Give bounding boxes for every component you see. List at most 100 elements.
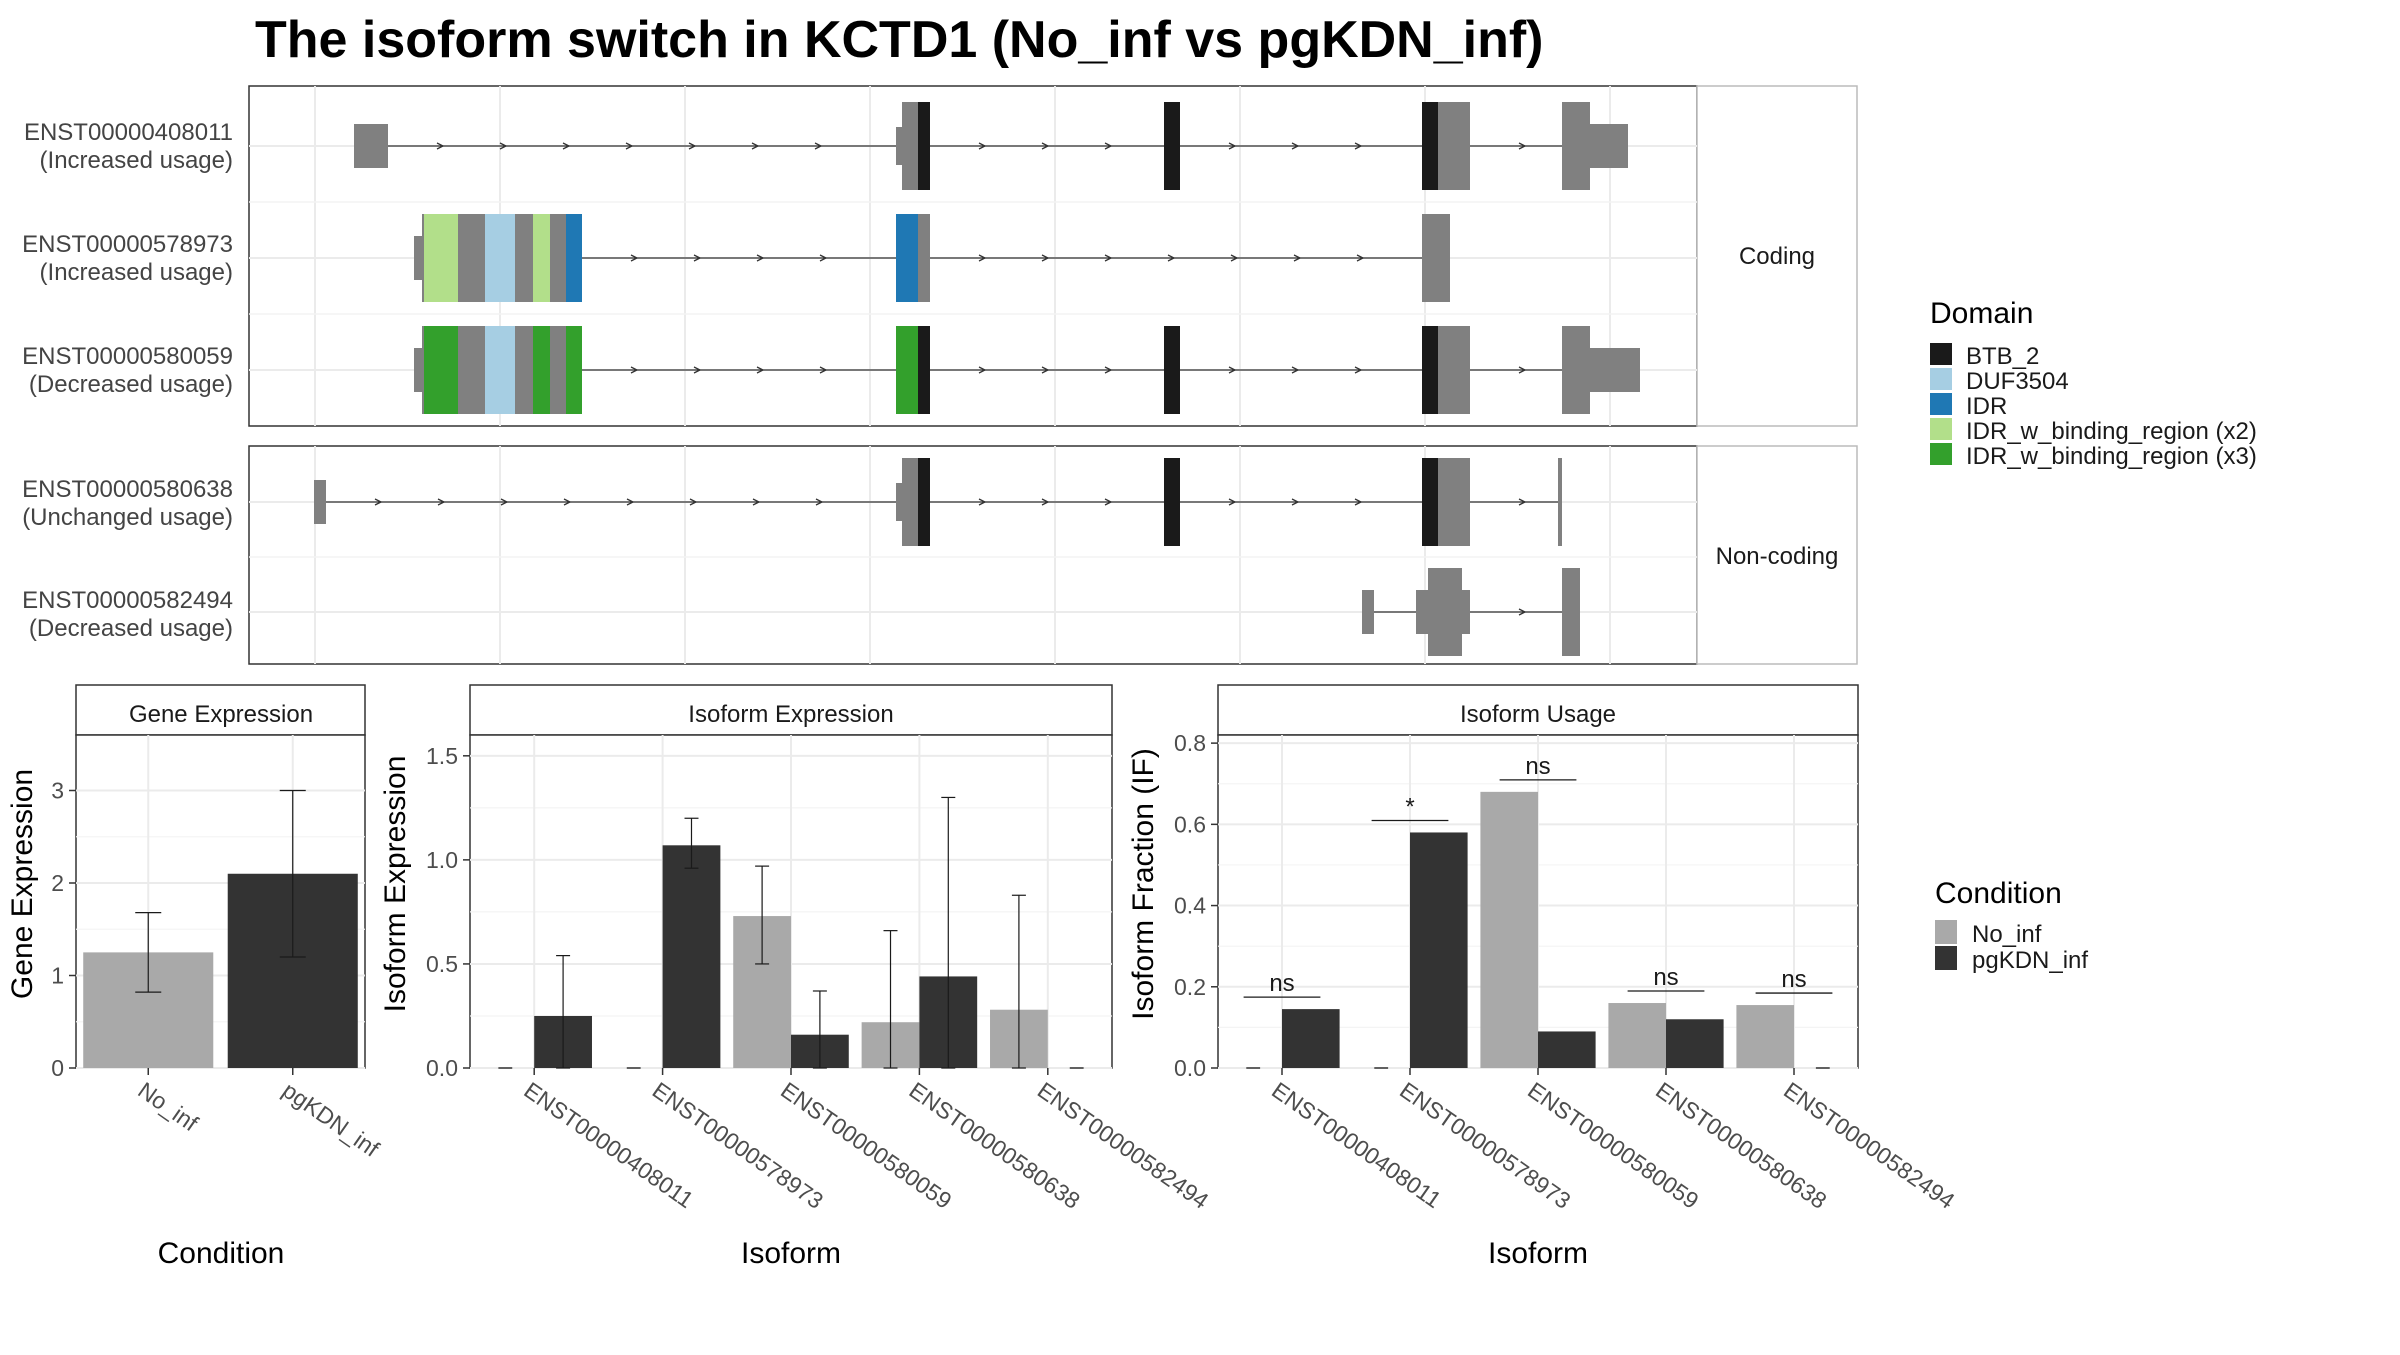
y-tick-label: 1.0 <box>426 847 458 873</box>
transcript-tracks <box>314 102 1640 656</box>
y-tick-label: 0.0 <box>426 1055 458 1081</box>
strand-arrow <box>630 366 639 374</box>
isoform-expression-strip-title: Isoform Expression <box>688 701 893 728</box>
strand-arrow <box>693 254 702 262</box>
domain-btb2 <box>918 102 930 190</box>
legend-swatch-pgkdn-inf <box>1935 946 1957 970</box>
strand-arrow <box>978 142 987 150</box>
significance-label: ns <box>1781 966 1806 993</box>
strand-arrow <box>436 142 445 150</box>
strand-arrow <box>751 142 760 150</box>
x-tick-label: No_inf <box>133 1077 203 1137</box>
strand-arrow <box>752 498 761 506</box>
legend-label-no-inf: No_inf <box>1972 921 2042 948</box>
cds-exon <box>1558 458 1562 546</box>
legend-swatch-idr-x2 <box>1930 418 1952 440</box>
domain-idr-x3 <box>424 326 458 414</box>
noncoding-strip-label: Non-coding <box>1716 543 1839 570</box>
y-tick-label: 0.0 <box>1174 1055 1206 1081</box>
strand-arrow <box>1230 254 1239 262</box>
cds-exon <box>1562 326 1590 414</box>
strand-arrow <box>437 498 446 506</box>
gene-expression-chart: Condition Gene Expression Gene Expressio… <box>6 684 384 1270</box>
cds-exon <box>1428 568 1462 656</box>
y-tick-label: 0.8 <box>1174 730 1206 756</box>
noncoding-strip <box>1696 445 1858 665</box>
y-tick-label: 3 <box>51 778 64 804</box>
y-tick-label: 0.4 <box>1174 893 1206 919</box>
utr-exon <box>354 124 388 168</box>
figure-title: The isoform switch in KCTD1 (No_inf vs p… <box>255 11 1544 69</box>
cds-exon <box>550 214 566 302</box>
domain-btb2 <box>1164 458 1180 546</box>
strand-arrow <box>1104 254 1113 262</box>
tx5-usage-label: (Decreased usage) <box>29 615 233 642</box>
strand-arrow <box>688 142 697 150</box>
legend-label-idr: IDR <box>1966 393 2007 420</box>
strand-arrow <box>1291 366 1300 374</box>
isoform-expression-chart: Isoform Isoform Expression Isoform Expre… <box>379 684 1214 1270</box>
domain-idr-x3 <box>566 326 582 414</box>
tx1-id-label: ENST00000408011 <box>24 119 233 146</box>
legend-label-idr-x2: IDR_w_binding_region (x2) <box>1966 418 2257 445</box>
utr-exon <box>1462 590 1470 634</box>
cds-exon <box>1562 568 1580 656</box>
y-tick-label: 1 <box>51 963 64 989</box>
cds-exon <box>902 458 918 546</box>
y-tick-label: 2 <box>51 870 64 896</box>
coding-strip <box>1696 85 1858 427</box>
strand-arrow <box>562 142 571 150</box>
bar <box>1538 1031 1596 1068</box>
legend-swatch-idr <box>1930 393 1952 415</box>
strand-arrow <box>819 254 828 262</box>
cds-exon <box>458 326 485 414</box>
legend-label-pgkdn-inf: pgKDN_inf <box>1972 947 2088 974</box>
strand-arrow <box>1041 366 1050 374</box>
condition-legend: Condition No_inf pgKDN_inf <box>1935 877 2088 974</box>
cds-exon <box>515 214 533 302</box>
cds-exon <box>422 326 424 414</box>
significance-label: ns <box>1653 964 1678 991</box>
domain-idr-x3 <box>896 326 918 414</box>
bar <box>1480 791 1538 1068</box>
cds-exon <box>422 214 424 302</box>
strand-arrow <box>1041 498 1050 506</box>
domain-btb2 <box>1422 326 1438 414</box>
tx1-usage-label: (Increased usage) <box>40 147 233 174</box>
cds-exon <box>515 326 533 414</box>
strand-arrow <box>689 498 698 506</box>
utr-exon <box>896 483 902 521</box>
isoform-usage-strip-title: Isoform Usage <box>1460 701 1616 728</box>
legend-swatch-idr-x3 <box>1930 443 1952 465</box>
legend-label-btb2: BTB_2 <box>1966 343 2039 370</box>
y-tick-label: 1.5 <box>426 743 458 769</box>
domain-idr <box>566 214 582 302</box>
domain-idr-x2 <box>424 214 458 302</box>
strand-arrow <box>1104 366 1113 374</box>
utr-exon <box>414 236 422 280</box>
domain-btb2 <box>1422 102 1438 190</box>
strand-arrow <box>978 254 987 262</box>
strand-arrow <box>1228 142 1237 150</box>
strand-arrow <box>1041 254 1050 262</box>
cds-exon <box>1438 458 1470 546</box>
condition-legend-title: Condition <box>1935 877 2062 910</box>
domain-btb2 <box>1164 102 1180 190</box>
isoform-usage-ylabel: Isoform Fraction (IF) <box>1127 748 1160 1020</box>
y-tick-label: 0.5 <box>426 951 458 977</box>
strand-arrow <box>563 498 572 506</box>
strand-arrow <box>626 498 635 506</box>
strand-arrow <box>1354 366 1363 374</box>
strand-arrow <box>1291 498 1300 506</box>
bar <box>1608 1003 1666 1068</box>
bar <box>1736 1005 1794 1068</box>
tx3-id-label: ENST00000580059 <box>22 343 233 370</box>
significance-label: * <box>1405 793 1414 820</box>
strand-arrow <box>1104 142 1113 150</box>
gene-expression-ylabel: Gene Expression <box>6 769 39 999</box>
utr-exon <box>414 348 422 392</box>
strand-arrow <box>1518 498 1527 506</box>
domain-idr <box>896 214 918 302</box>
utr-exon <box>896 127 902 165</box>
domain-btb2 <box>918 458 930 546</box>
